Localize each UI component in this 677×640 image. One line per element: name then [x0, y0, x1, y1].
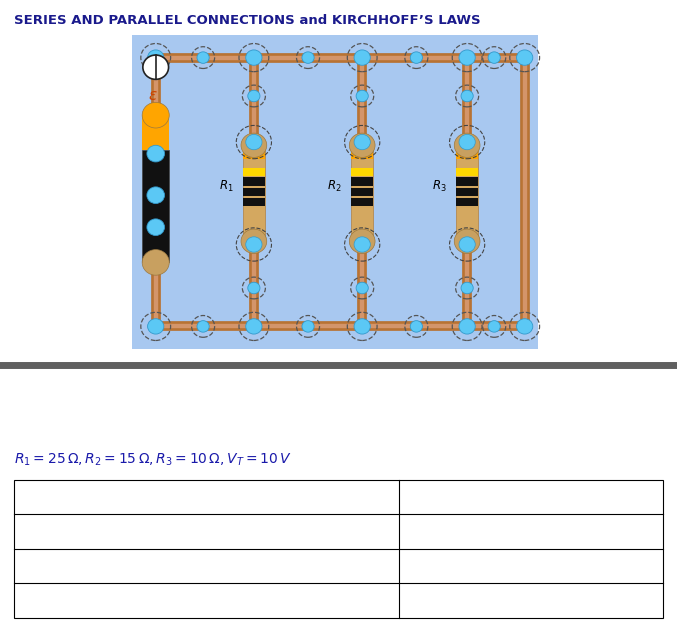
- Circle shape: [148, 50, 164, 65]
- Circle shape: [143, 55, 169, 79]
- FancyBboxPatch shape: [456, 168, 478, 176]
- Circle shape: [410, 321, 422, 332]
- Text: Data: Data: [192, 491, 221, 504]
- FancyBboxPatch shape: [243, 145, 265, 241]
- Circle shape: [248, 90, 260, 102]
- Circle shape: [241, 133, 267, 157]
- Circle shape: [248, 282, 260, 294]
- Circle shape: [197, 321, 209, 332]
- FancyBboxPatch shape: [456, 177, 478, 186]
- Circle shape: [197, 52, 209, 63]
- FancyBboxPatch shape: [351, 145, 373, 159]
- Circle shape: [147, 219, 165, 236]
- FancyBboxPatch shape: [351, 168, 373, 176]
- Circle shape: [459, 319, 475, 334]
- Circle shape: [349, 229, 375, 253]
- Circle shape: [454, 133, 480, 157]
- FancyBboxPatch shape: [456, 188, 478, 196]
- Circle shape: [349, 133, 375, 157]
- Text: $R_1 = 25\,\Omega, R_2 = 15\,\Omega, R_3 = 10\,\Omega, V_T = 10\,V$: $R_1 = 25\,\Omega, R_2 = 15\,\Omega, R_3…: [14, 451, 291, 468]
- Circle shape: [354, 237, 370, 252]
- Text: (3): (3): [522, 525, 541, 538]
- Circle shape: [142, 102, 169, 128]
- FancyBboxPatch shape: [351, 198, 373, 206]
- Circle shape: [147, 187, 165, 204]
- FancyBboxPatch shape: [351, 145, 373, 241]
- Circle shape: [302, 52, 314, 63]
- Circle shape: [356, 90, 368, 102]
- Text: ε: ε: [148, 88, 156, 104]
- FancyBboxPatch shape: [243, 177, 265, 186]
- FancyBboxPatch shape: [243, 188, 265, 196]
- Text: $R_1$: $R_1$: [219, 179, 234, 195]
- Circle shape: [246, 50, 262, 65]
- Circle shape: [461, 90, 473, 102]
- Circle shape: [302, 321, 314, 332]
- FancyBboxPatch shape: [132, 35, 538, 349]
- Circle shape: [459, 50, 475, 65]
- Text: (4): (4): [522, 559, 541, 573]
- Text: $V_2$ (Voltage Across $R_2$), V: $V_2$ (Voltage Across $R_2$), V: [131, 592, 282, 609]
- Text: SERIES AND PARALLEL CONNECTIONS and KIRCHHOFF’S LAWS: SERIES AND PARALLEL CONNECTIONS and KIRC…: [14, 14, 480, 27]
- FancyBboxPatch shape: [456, 145, 478, 159]
- FancyBboxPatch shape: [351, 177, 373, 186]
- Circle shape: [354, 134, 370, 150]
- Circle shape: [246, 237, 262, 252]
- Circle shape: [148, 319, 164, 334]
- Text: $V_1$ (Voltage Across $R_1$), V: $V_1$ (Voltage Across $R_1$), V: [131, 557, 282, 575]
- Circle shape: [246, 319, 262, 334]
- FancyBboxPatch shape: [142, 115, 169, 150]
- Circle shape: [488, 52, 500, 63]
- FancyBboxPatch shape: [142, 150, 169, 262]
- Circle shape: [147, 145, 165, 162]
- Text: $V_T$, Voltage Across Battery, V: $V_T$, Voltage Across Battery, V: [118, 523, 294, 540]
- Circle shape: [356, 282, 368, 294]
- Circle shape: [517, 50, 533, 65]
- Text: (5): (5): [522, 594, 541, 607]
- Circle shape: [241, 229, 267, 253]
- Circle shape: [454, 229, 480, 253]
- FancyBboxPatch shape: [243, 145, 265, 159]
- Circle shape: [459, 237, 475, 252]
- FancyBboxPatch shape: [243, 168, 265, 176]
- FancyBboxPatch shape: [243, 198, 265, 206]
- Text: Computed: Computed: [501, 491, 562, 504]
- Circle shape: [461, 282, 473, 294]
- FancyBboxPatch shape: [456, 198, 478, 206]
- Circle shape: [142, 250, 169, 275]
- Circle shape: [354, 50, 370, 65]
- Circle shape: [517, 319, 533, 334]
- Circle shape: [459, 134, 475, 150]
- Circle shape: [410, 52, 422, 63]
- FancyBboxPatch shape: [351, 188, 373, 196]
- Text: $R_3$: $R_3$: [432, 179, 447, 195]
- FancyBboxPatch shape: [456, 145, 478, 241]
- Circle shape: [354, 319, 370, 334]
- Circle shape: [488, 321, 500, 332]
- Circle shape: [246, 134, 262, 150]
- FancyBboxPatch shape: [14, 480, 663, 618]
- Text: $R_2$: $R_2$: [327, 179, 342, 195]
